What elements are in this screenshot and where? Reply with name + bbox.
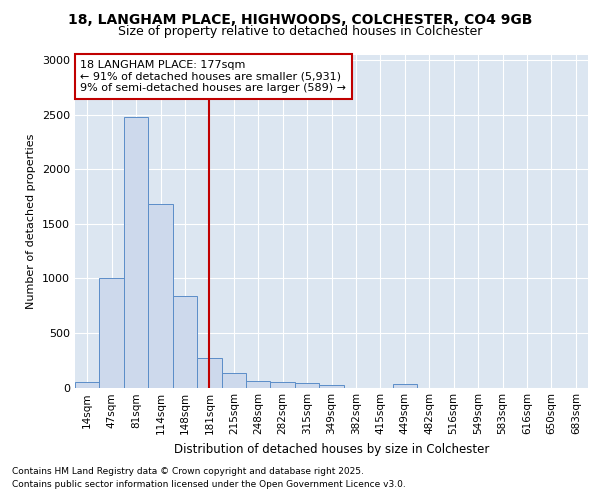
Text: Contains public sector information licensed under the Open Government Licence v3: Contains public sector information licen… [12,480,406,489]
Text: Size of property relative to detached houses in Colchester: Size of property relative to detached ho… [118,25,482,38]
Bar [100,278,124,388]
Text: 18 LANGHAM PLACE: 177sqm
← 91% of detached houses are smaller (5,931)
9% of semi: 18 LANGHAM PLACE: 177sqm ← 91% of detach… [80,60,346,93]
Bar [295,382,319,388]
Bar [246,381,271,388]
Bar [392,384,417,388]
Bar [197,358,221,388]
Bar [319,386,344,388]
Text: Contains HM Land Registry data © Crown copyright and database right 2025.: Contains HM Land Registry data © Crown c… [12,467,364,476]
Bar [148,204,173,388]
Bar [173,296,197,388]
Bar [221,374,246,388]
Bar [271,382,295,388]
X-axis label: Distribution of detached houses by size in Colchester: Distribution of detached houses by size … [174,443,489,456]
Bar [75,382,100,388]
Bar [124,117,148,388]
Text: 18, LANGHAM PLACE, HIGHWOODS, COLCHESTER, CO4 9GB: 18, LANGHAM PLACE, HIGHWOODS, COLCHESTER… [68,12,532,26]
Y-axis label: Number of detached properties: Number of detached properties [26,134,37,309]
